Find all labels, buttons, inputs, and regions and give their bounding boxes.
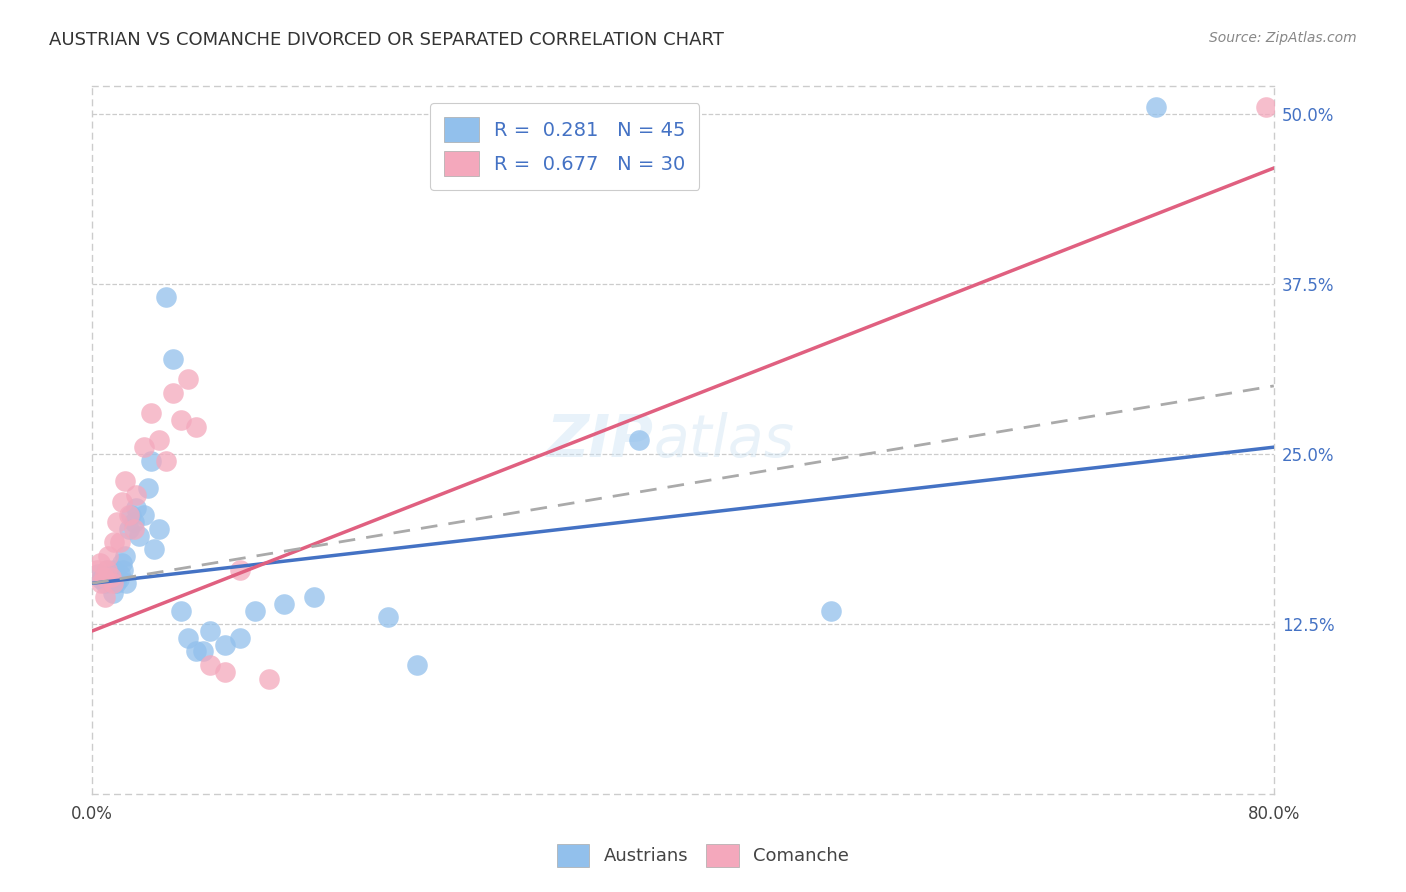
Point [100,566,122,580]
Point [101,576,124,591]
Point [118,508,141,523]
Point [302,590,325,604]
Point [103,535,125,549]
Point [143,542,166,557]
Point [104,576,127,591]
Point [184,644,207,658]
Point [122,515,145,529]
Text: Source: ZipAtlas.com: Source: ZipAtlas.com [1209,31,1357,45]
Point [177,372,200,386]
Point [200,624,222,638]
Point [97,549,120,563]
Point [141,406,163,420]
Point [110,535,132,549]
Point [214,638,236,652]
Point [162,351,184,366]
Point [191,644,214,658]
Text: atlas: atlas [654,412,794,469]
Point [229,631,252,645]
Point [114,549,136,563]
Point [112,563,135,577]
Point [125,501,148,516]
Point [87,566,110,581]
Point [128,529,150,543]
Point [110,566,132,581]
Point [94,590,117,604]
Point [115,576,138,591]
Point [155,290,177,304]
Point [100,569,122,583]
Text: ZIP: ZIP [547,412,654,469]
Point [273,597,295,611]
Point [90,572,112,586]
Point [118,522,141,536]
Legend: Austrians, Comanche: Austrians, Comanche [550,837,856,874]
Point [111,494,134,508]
Point [141,454,163,468]
Point [101,586,124,600]
Point [107,572,129,586]
Point [125,488,148,502]
Point [259,672,281,686]
Point [96,563,118,577]
Point [170,413,193,427]
Point [148,434,170,448]
Point [132,508,155,523]
Point [229,563,252,577]
Point [97,569,120,583]
Point [1144,100,1167,114]
Point [162,385,184,400]
Point [122,522,145,536]
Legend: R =  0.281   N = 45, R =  0.677   N = 30: R = 0.281 N = 45, R = 0.677 N = 30 [430,103,699,190]
Point [98,574,121,588]
Point [132,440,155,454]
Point [1256,100,1278,114]
Point [170,603,193,617]
Point [627,434,650,448]
Point [200,658,222,673]
Point [114,474,136,488]
Point [93,569,115,583]
Point [820,603,842,617]
Point [120,508,142,523]
Point [105,515,128,529]
Point [214,665,236,679]
Point [184,419,207,434]
Point [90,576,112,591]
Point [111,556,134,570]
Point [105,569,128,583]
Point [89,556,111,570]
Point [148,522,170,536]
Point [155,454,177,468]
Point [94,576,117,591]
Point [377,610,399,624]
Point [86,563,108,577]
Text: AUSTRIAN VS COMANCHE DIVORCED OR SEPARATED CORRELATION CHART: AUSTRIAN VS COMANCHE DIVORCED OR SEPARAT… [49,31,724,49]
Point [406,658,429,673]
Point [243,603,266,617]
Point [136,481,159,495]
Point [93,569,115,583]
Point [96,563,118,577]
Point [177,631,200,645]
Point [103,563,125,577]
